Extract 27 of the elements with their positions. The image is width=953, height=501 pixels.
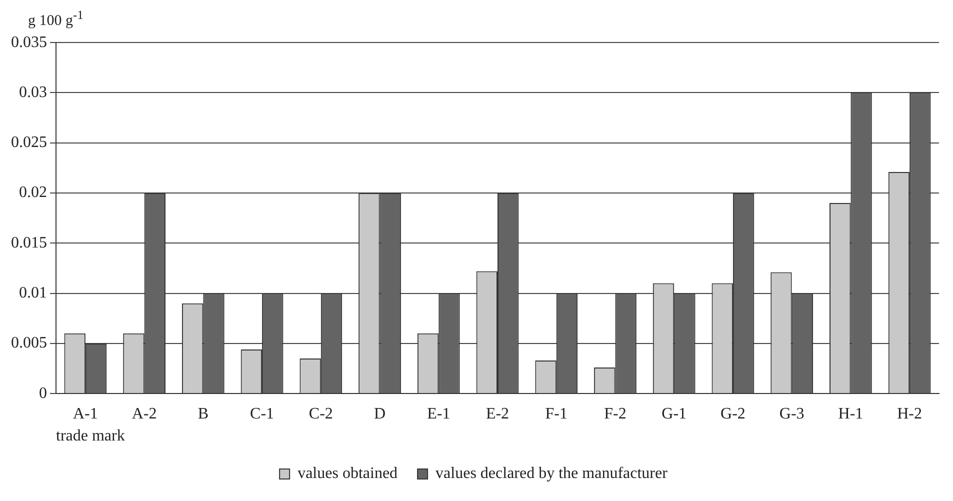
- x-tick-label: A-2: [132, 405, 157, 422]
- y-tick-label: 0.03: [19, 84, 47, 101]
- y-tick-label: 0.025: [11, 134, 47, 152]
- x-tick-label: D: [374, 405, 386, 422]
- x-tick-label: G-1: [662, 405, 687, 422]
- y-tick-label: 0.015: [11, 234, 47, 252]
- x-tick-label: F-2: [604, 405, 626, 422]
- y-tick-label: 0: [39, 384, 47, 402]
- x-tick-label: H-2: [897, 405, 922, 422]
- x-tick-label: F-1: [545, 405, 568, 422]
- x-tick-label: E-1: [427, 405, 450, 422]
- x-tick-label: G-2: [720, 405, 746, 422]
- x-tick-label: C-1: [250, 405, 274, 422]
- x-tick-label: B: [198, 405, 209, 422]
- x-tick-label: G-3: [779, 405, 804, 422]
- legend-label: values declared by the manufacturer: [436, 465, 668, 482]
- x-tick-label: H-1: [838, 405, 864, 422]
- legend-label: values obtained: [298, 465, 398, 482]
- y-tick-label: 0.035: [11, 34, 47, 51]
- x-tick-label: A-1: [72, 405, 98, 422]
- y-tick-label: 0.005: [11, 334, 47, 352]
- y-tick-label: 0.02: [19, 184, 47, 202]
- x-tick-label: C-2: [308, 405, 333, 422]
- y-axis-title: g 100 g$^{-1}$: [27, 8, 84, 30]
- x-tick-label: E-2: [486, 405, 510, 422]
- x-axis-title: trade mark: [56, 428, 125, 445]
- y-tick-label: 0.01: [19, 284, 47, 302]
